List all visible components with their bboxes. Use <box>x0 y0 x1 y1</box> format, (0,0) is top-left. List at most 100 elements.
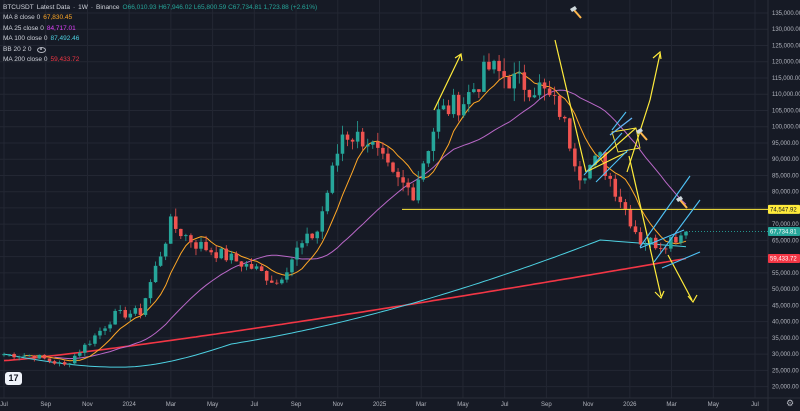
candle-body <box>305 233 309 244</box>
candle-body <box>2 354 6 356</box>
candle-body <box>335 153 340 166</box>
candle-body <box>658 248 663 249</box>
x-tick-label: 2024 <box>122 402 136 408</box>
candle-body <box>158 256 163 266</box>
y-tick-label: 135,000.00 <box>772 11 800 17</box>
x-tick-label: 2026 <box>623 402 637 408</box>
candle-body <box>234 253 239 262</box>
x-tick-label: Jul <box>501 402 509 408</box>
candle-body <box>517 72 522 74</box>
candle-body <box>532 95 537 98</box>
interval[interactable]: 1W <box>78 4 88 11</box>
trend-annotation <box>433 53 462 111</box>
candle-body <box>578 166 582 181</box>
candle-body <box>239 261 244 267</box>
trend-annotation <box>628 155 662 297</box>
trend-annotation <box>585 127 637 173</box>
candle-body <box>199 241 203 249</box>
candle-body <box>507 76 511 89</box>
y-tick-label: 80,000.00 <box>772 190 799 196</box>
candle-body <box>330 165 335 193</box>
candle-body <box>669 236 673 249</box>
candle-body <box>254 266 259 269</box>
channel-line <box>653 199 701 263</box>
y-tick-label: 115,000.00 <box>772 76 800 82</box>
candle-body <box>78 352 82 356</box>
candle-body <box>542 82 547 89</box>
indicator-ma100[interactable]: MA 100 close 0 87,492.46 <box>3 34 317 44</box>
price-label-bg <box>768 227 800 237</box>
candle-body <box>103 328 107 331</box>
y-tick-label: 35,000.00 <box>772 336 799 342</box>
candle-body <box>502 71 506 77</box>
x-tick-label: 2025 <box>373 402 387 408</box>
candle-body <box>381 147 385 154</box>
candle-body <box>315 231 319 239</box>
candle-body <box>148 282 153 299</box>
indicator-value: 67,830.45 <box>43 14 73 22</box>
indicator-bb[interactable]: BB 20 2 0 <box>3 45 317 55</box>
candle-body <box>310 233 314 239</box>
indicator-label: MA 100 close 0 <box>3 35 48 43</box>
candle-body <box>72 355 77 364</box>
tradingview-logo-icon[interactable]: 17 <box>5 372 22 385</box>
indicator-ma200[interactable]: MA 200 close 0 59,433.72 <box>3 55 317 65</box>
y-tick-label: 85,000.00 <box>772 173 799 179</box>
candle-body <box>128 313 133 318</box>
candle-body <box>547 88 552 96</box>
candle-body <box>249 263 254 269</box>
candle-body <box>436 109 441 132</box>
candle-body <box>396 171 400 178</box>
candle-body <box>62 362 67 365</box>
settings-gear-icon[interactable]: ⚙ <box>786 398 795 408</box>
arrow-head <box>687 294 698 304</box>
indicator-ma25[interactable]: MA 25 close 0 84,717.01 <box>3 24 317 34</box>
channel-line <box>595 149 629 183</box>
candle-body <box>573 148 577 167</box>
candle-body <box>588 164 592 179</box>
ma25-line <box>54 89 687 360</box>
x-tick-label: Nov <box>583 402 594 408</box>
candle-body <box>204 241 208 251</box>
price-label: 59,433.72 <box>770 257 797 263</box>
candle-body <box>613 178 618 197</box>
ohlc-values: O66,010.93 H67,946.02 L65,800.59 C67,734… <box>122 4 318 11</box>
candle-body <box>360 131 365 147</box>
candle-body <box>487 61 491 70</box>
arrow-head <box>454 52 463 62</box>
indicator-ma8[interactable]: MA 8 close 0 67,830.45 <box>3 13 317 23</box>
price-label: 74,547.92 <box>770 207 797 213</box>
candle-body <box>42 354 47 359</box>
candle-body <box>57 362 62 364</box>
candle-body <box>244 263 249 267</box>
indicator-value: 87,492.46 <box>50 35 80 43</box>
channel-line <box>639 175 691 248</box>
hammer-icon[interactable] <box>570 6 582 19</box>
y-tick-label: 45,000.00 <box>772 303 799 309</box>
candle-body <box>138 308 143 315</box>
candle-body <box>482 61 486 92</box>
candle-body <box>441 105 446 110</box>
y-tick-label: 50,000.00 <box>772 287 799 293</box>
indicator-label: MA 200 close 0 <box>3 56 48 64</box>
y-tick-label: 125,000.00 <box>772 43 800 49</box>
candle-body <box>365 144 370 147</box>
x-tick-label: Jul <box>751 402 759 408</box>
channel-line <box>583 132 623 176</box>
candle-body <box>623 202 628 209</box>
hammer-icon[interactable] <box>636 128 648 141</box>
symbol[interactable]: BTCUSDT <box>3 4 34 11</box>
candle-body <box>214 252 218 259</box>
candle-body <box>12 353 16 358</box>
eye-icon[interactable] <box>36 46 46 53</box>
candle-body <box>371 141 375 145</box>
candle-body <box>522 72 527 90</box>
candle-body <box>83 344 87 353</box>
x-tick-label: May <box>708 402 719 408</box>
y-tick-label: 30,000.00 <box>772 352 799 358</box>
candle-body <box>133 308 138 314</box>
y-tick-label: 100,000.00 <box>772 125 800 131</box>
hammer-icon[interactable] <box>676 196 688 209</box>
